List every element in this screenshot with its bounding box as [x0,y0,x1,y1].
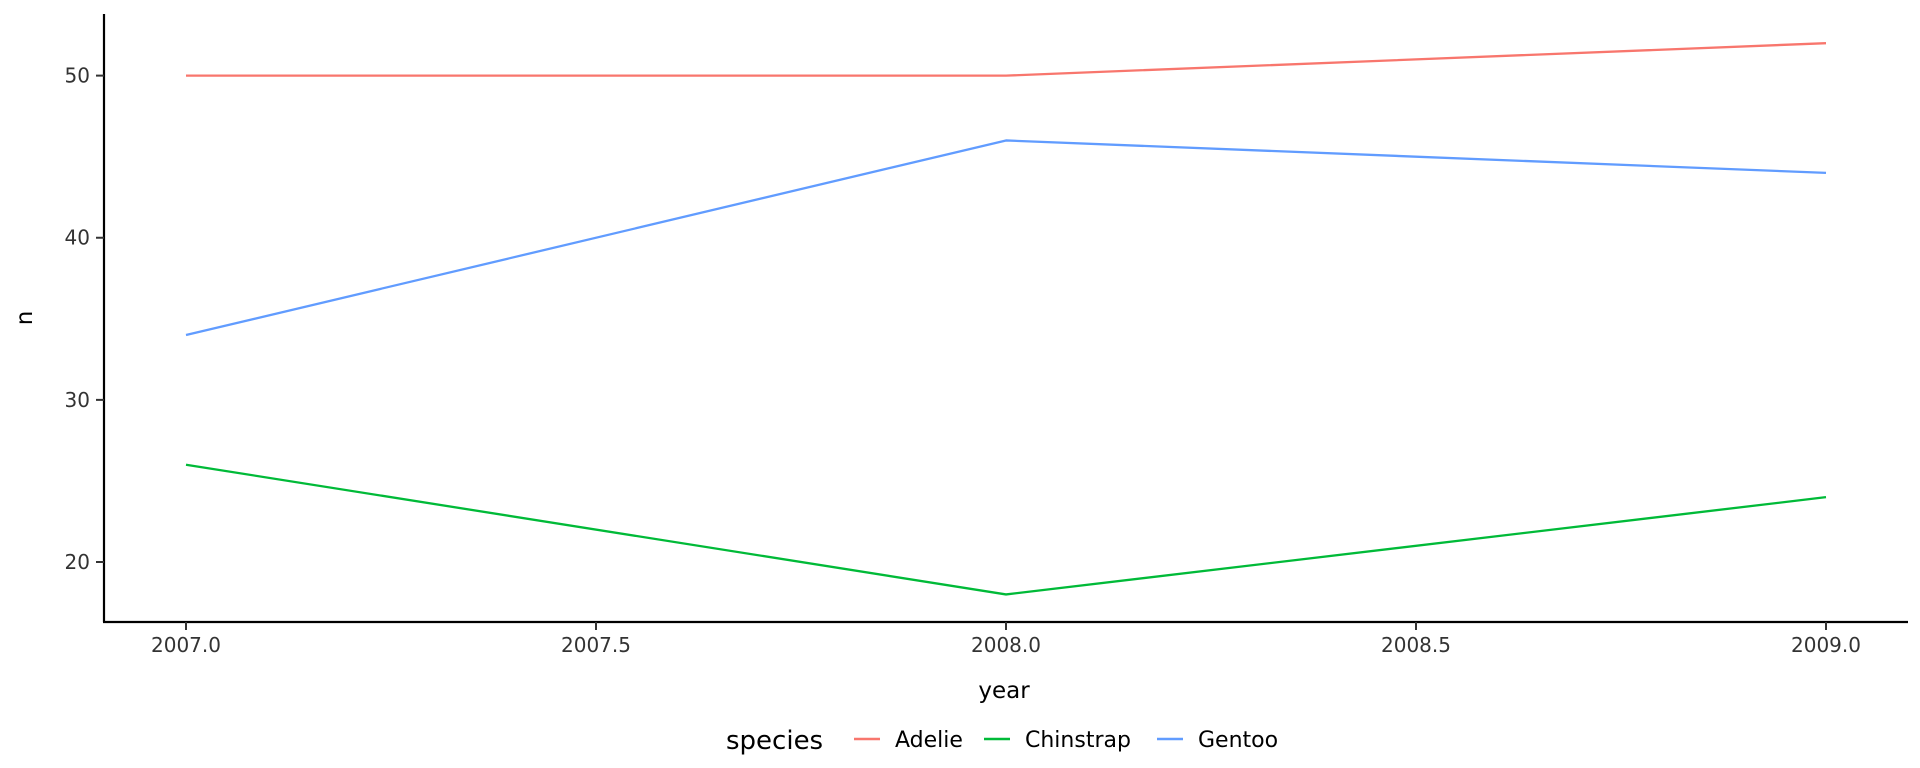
legend-title: species [726,726,823,756]
y-axis-title: n [12,311,38,326]
series-line-gentoo [185,139,1827,337]
y-ticks: 20 30 40 50 [65,64,104,574]
legend-label-chinstrap: Chinstrap [1025,728,1131,753]
x-tick-label: 2007.0 [151,633,221,657]
y-tick-label: 30 [65,388,90,412]
legend: species Adelie Chinstrap Gentoo [726,726,1278,756]
y-tick-label: 50 [65,64,90,88]
x-axis-title: year [978,678,1030,704]
y-tick-label: 40 [65,226,90,250]
legend-label-adelie: Adelie [895,728,963,753]
series-line-adelie [186,42,1827,77]
x-tick-label: 2009.0 [1791,633,1861,657]
x-tick-label: 2007.5 [561,633,631,657]
x-tick-label: 2008.0 [971,633,1041,657]
legend-label-gentoo: Gentoo [1198,728,1278,753]
x-tick-label: 2008.5 [1381,633,1451,657]
plot-lines [185,42,1827,596]
y-tick-label: 20 [65,550,90,574]
x-ticks: 2007.0 2007.5 2008.0 2008.5 2009.0 [151,622,1861,657]
series-line-chinstrap [185,463,1827,596]
